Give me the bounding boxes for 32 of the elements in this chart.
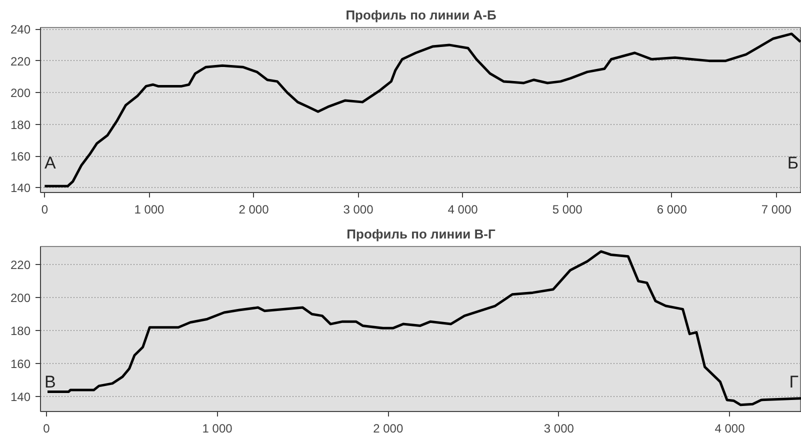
annotation: А (44, 154, 56, 172)
x-tick-label: 4 000 (448, 202, 478, 216)
x-tick-label: 0 (41, 202, 48, 216)
y-tick-label: 160 (10, 150, 31, 164)
y-tick-label: 140 (10, 390, 31, 404)
line-series (43, 32, 801, 188)
y-tick-label: 180 (10, 118, 31, 132)
line-series (46, 250, 801, 406)
y-tick-label: 200 (10, 291, 31, 306)
x-tick-label: 6 000 (656, 202, 688, 216)
chart-title: Профиль по линии А-Б (346, 8, 496, 22)
x-tick-label: 1 000 (202, 422, 233, 436)
y-tick-label: 180 (10, 324, 31, 338)
x-tick-label: 1 000 (134, 202, 165, 216)
x-tick-label: 2 000 (238, 202, 270, 216)
x-tick-label: 2 000 (373, 422, 404, 436)
x-tick-label: 0 (43, 422, 50, 436)
x-tick-label: 5 000 (552, 202, 583, 216)
y-tick-label: 220 (10, 54, 31, 68)
x-tick-label: 3 000 (544, 422, 574, 436)
x-tick-label: 7 000 (761, 202, 792, 216)
y-tick-label: 160 (10, 357, 31, 372)
annotation: В (44, 372, 56, 392)
x-tick-label: 3 000 (343, 202, 374, 216)
annotation: Б (787, 154, 798, 172)
annotation: Г (789, 372, 799, 392)
chart-title: Профиль по линии В-Г (346, 226, 496, 242)
y-tick-label: 200 (10, 86, 31, 100)
y-tick-label: 140 (10, 181, 31, 196)
y-tick-label: 240 (10, 22, 31, 37)
x-tick-label: 4 000 (714, 422, 746, 436)
y-tick-label: 220 (10, 258, 31, 272)
